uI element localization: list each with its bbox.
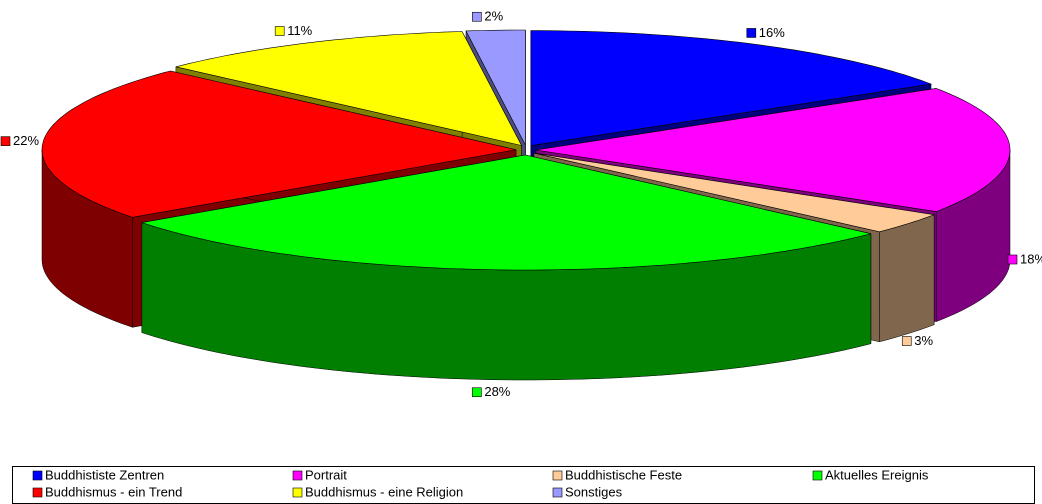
label-key — [901, 336, 912, 346]
label-key — [274, 26, 285, 36]
legend-label: Aktuelles Ereignis — [825, 467, 929, 482]
slice-wall — [879, 214, 935, 343]
legend-label: Sonstiges — [565, 484, 623, 499]
slice — [535, 88, 1011, 212]
slice — [41, 70, 517, 218]
legend-label: Portrait — [305, 467, 347, 482]
legend-key — [812, 470, 823, 481]
legend-box — [12, 466, 1035, 504]
label-key — [472, 387, 482, 398]
data-label: 28% — [484, 384, 510, 399]
data-label: 2% — [484, 9, 503, 24]
data-label: 11% — [287, 23, 312, 38]
legend-label: Buddhismus - eine Religion — [305, 484, 463, 499]
legend-label: Buddhistische Feste — [565, 467, 682, 482]
legend-key — [552, 487, 563, 498]
slice — [533, 152, 936, 233]
label-key — [0, 136, 11, 146]
slice — [141, 154, 871, 271]
legend-key — [292, 470, 303, 481]
legend-label: Buddhististe Zentren — [45, 467, 164, 482]
slice — [465, 29, 526, 146]
slice — [175, 31, 523, 146]
legend-key — [32, 470, 43, 481]
data-label: 18% — [1020, 251, 1042, 266]
data-label: 22% — [13, 133, 39, 148]
label-key — [746, 28, 757, 38]
slice — [530, 30, 933, 146]
legend-label: Buddhismus - ein Trend — [45, 484, 182, 499]
legend-key — [292, 487, 303, 498]
legend-key — [552, 470, 563, 481]
legend-key — [32, 487, 43, 498]
data-label: 16% — [759, 25, 785, 40]
label-key — [472, 11, 482, 22]
data-label: 3% — [914, 333, 933, 348]
label-key — [1007, 254, 1018, 265]
